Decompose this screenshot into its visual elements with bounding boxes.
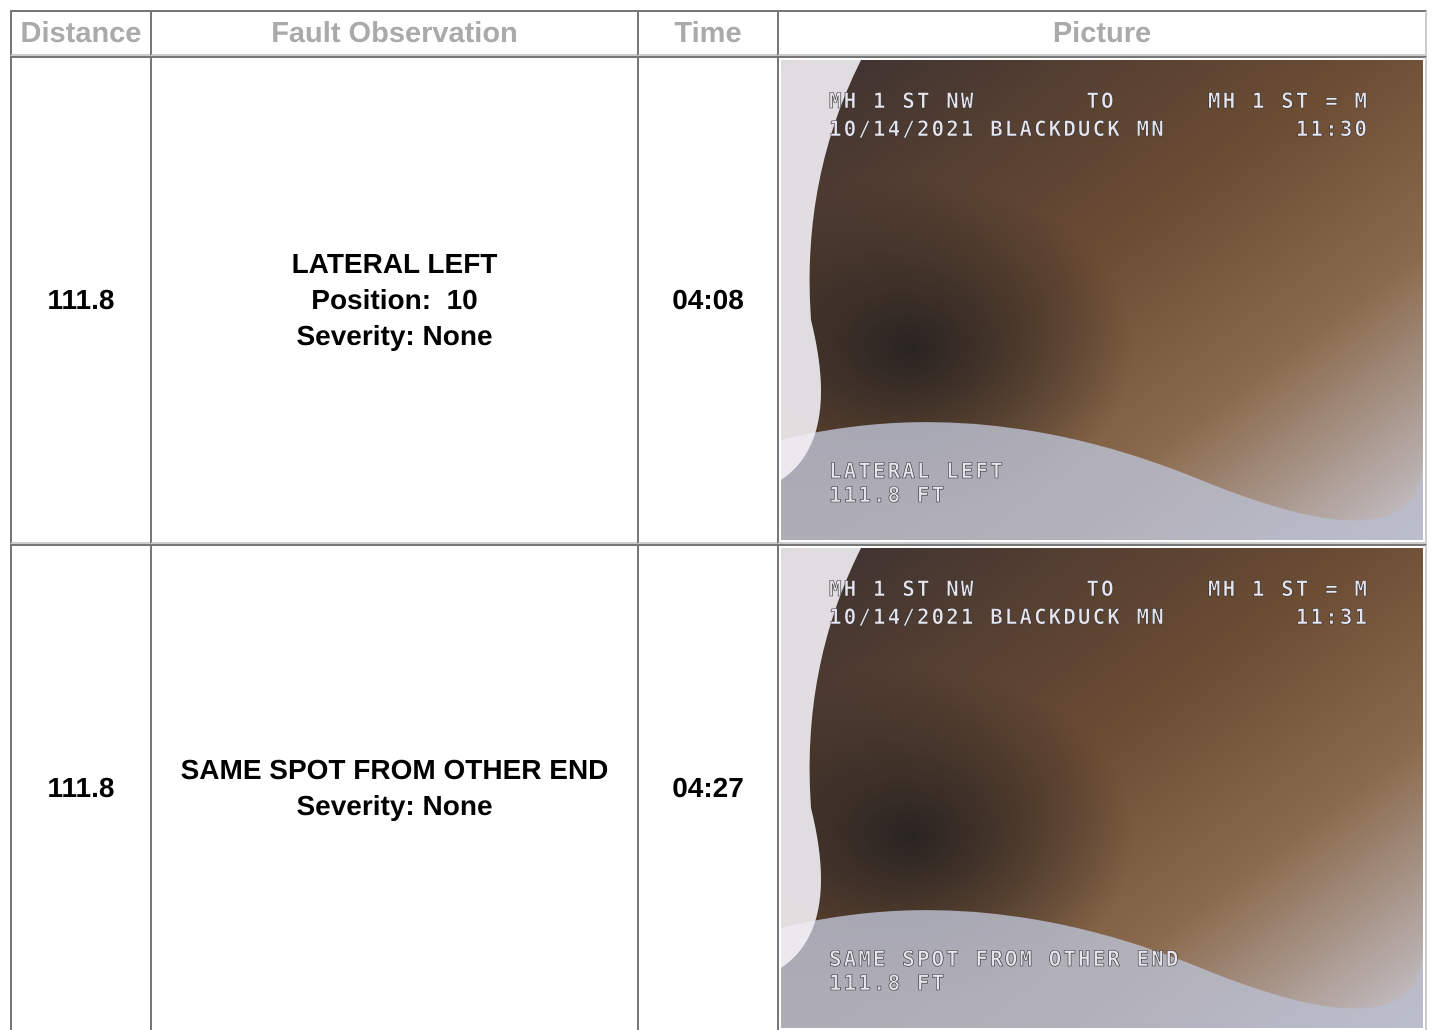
observation-text: SAME SPOT FROM OTHER END Severity: None bbox=[181, 752, 609, 824]
picture-overlay-text: 11:31 bbox=[1296, 605, 1369, 629]
header-cell: Time bbox=[637, 10, 779, 56]
picture-overlay-text: 11:30 bbox=[1296, 117, 1369, 141]
picture-overlay-text: MH 1 ST = M bbox=[1208, 577, 1369, 601]
picture-overlay-text: SAME SPOT FROM OTHER END bbox=[829, 947, 1180, 971]
observation-text: LATERAL LEFT Position: 10 Severity: None bbox=[292, 246, 498, 354]
header-cell: Distance bbox=[10, 10, 152, 56]
observation-line: Position: 10 bbox=[311, 284, 478, 315]
picture-overlay-text: TO bbox=[1086, 577, 1115, 601]
inspection-picture: MH 1 ST NW TO MH 1 ST = M 10/14/2021 BLACKD… bbox=[781, 60, 1423, 540]
picture-overlay-text: 10/14/2021 BLACKDUCK MN bbox=[829, 605, 1166, 629]
time-cell: 04:08 bbox=[637, 56, 779, 544]
picture-overlay-text: MH 1 ST NW bbox=[829, 577, 975, 601]
header-cell: Fault Observation bbox=[150, 10, 639, 56]
observation-line: LATERAL LEFT bbox=[291, 248, 498, 279]
inspection-picture: MH 1 ST NW TO MH 1 ST = M 10/14/2021 BLACKD… bbox=[781, 548, 1423, 1028]
observation-line: Severity: None bbox=[296, 320, 493, 351]
picture-cell: MH 1 ST NW TO MH 1 ST = M 10/14/2021 BLACKD… bbox=[777, 544, 1427, 1030]
time-cell: 04:27 bbox=[637, 544, 779, 1030]
picture-cell: MH 1 ST NW TO MH 1 ST = M 10/14/2021 BLACKD… bbox=[777, 56, 1427, 544]
observation-line: Severity: None bbox=[296, 790, 493, 821]
picture-overlay-text: TO bbox=[1086, 89, 1115, 113]
observation-cell: LATERAL LEFT Position: 10 Severity: None bbox=[150, 56, 639, 544]
picture-overlay-text: MH 1 ST NW bbox=[829, 89, 975, 113]
picture-overlay-text: 111.8 FT bbox=[829, 971, 946, 995]
distance-cell: 111.8 bbox=[10, 544, 152, 1030]
observation-cell: SAME SPOT FROM OTHER END Severity: None bbox=[150, 544, 639, 1030]
picture-overlay-text: 111.8 FT bbox=[829, 483, 946, 507]
header-cell: Picture bbox=[777, 10, 1427, 56]
picture-overlay-text: LATERAL LEFT bbox=[829, 459, 1005, 483]
picture-overlay-text: MH 1 ST = M bbox=[1208, 89, 1369, 113]
observation-line: SAME SPOT FROM OTHER END bbox=[180, 754, 609, 785]
distance-cell: 111.8 bbox=[10, 56, 152, 544]
picture-overlay-text: 10/14/2021 BLACKDUCK MN bbox=[829, 117, 1166, 141]
